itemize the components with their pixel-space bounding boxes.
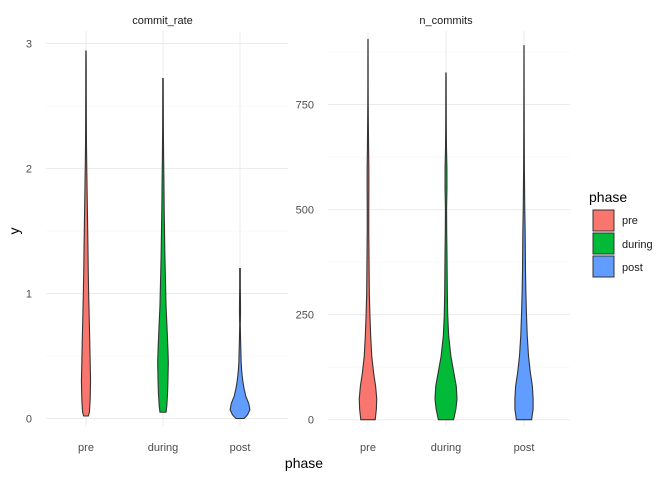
violin-during xyxy=(157,77,169,413)
x-tick-label: pre xyxy=(360,442,376,454)
x-tick-label: during xyxy=(148,442,179,454)
y-axis-title: y xyxy=(6,228,22,235)
legend-label-during: during xyxy=(622,239,653,251)
y-tick-label: 0 xyxy=(308,415,314,427)
panel-title-commit-rate: commit_rate xyxy=(132,15,193,27)
legend-key-during xyxy=(592,232,615,255)
legend: phase pre during post xyxy=(589,189,653,278)
y-tick-label: 0 xyxy=(26,414,32,426)
y-tick-label: 250 xyxy=(296,310,314,322)
legend-label-post: post xyxy=(622,262,643,274)
panel-n-commits: 0 250 500 750 pre during post n_commits xyxy=(296,15,570,454)
legend-key-post xyxy=(592,255,615,278)
violin-during xyxy=(434,72,458,421)
violin-post xyxy=(514,45,534,421)
y-tick-label: 1 xyxy=(26,289,32,301)
x-axis-title: phase xyxy=(285,455,323,471)
y-tick-label: 750 xyxy=(296,100,314,112)
y-tick-label: 2 xyxy=(26,164,32,176)
legend-title: phase xyxy=(589,189,627,205)
legend-label-pre: pre xyxy=(622,215,638,227)
y-tick-label: 3 xyxy=(26,39,32,51)
x-tick-label: post xyxy=(230,442,251,454)
x-tick-label: pre xyxy=(78,442,94,454)
panel-title-n-commits: n_commits xyxy=(419,15,473,27)
panel-commit-rate: 0 1 2 3 pre during post commit_rate xyxy=(26,15,288,454)
x-tick-label: during xyxy=(431,442,462,454)
violin-pre xyxy=(80,50,92,417)
x-tick-label: post xyxy=(514,442,535,454)
legend-key-pre xyxy=(592,209,615,232)
y-tick-label: 500 xyxy=(296,205,314,217)
violin-pre xyxy=(358,38,378,421)
violin-post xyxy=(229,267,251,420)
